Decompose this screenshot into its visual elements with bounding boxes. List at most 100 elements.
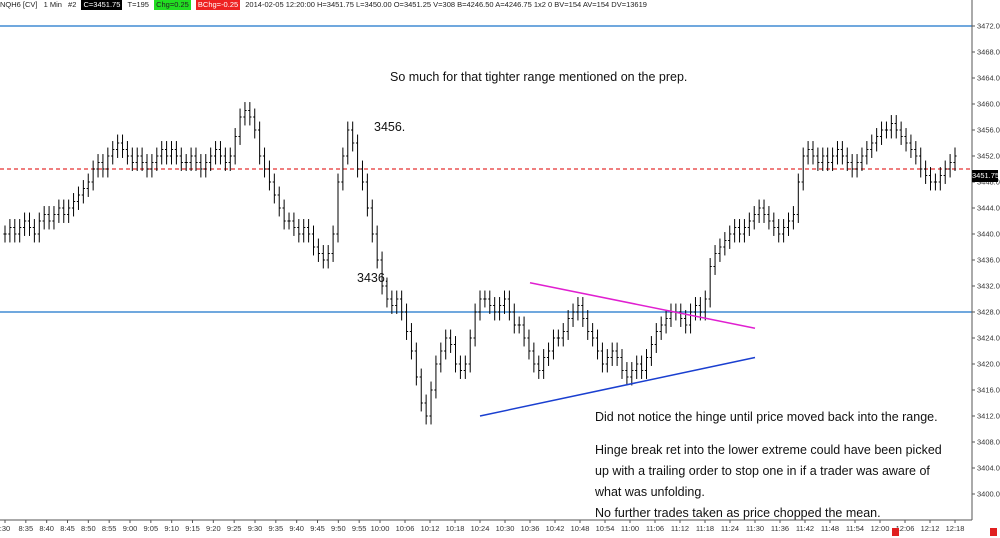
price-bar <box>581 297 585 327</box>
price-bar <box>360 160 365 191</box>
x-tick-label: 8:55 <box>102 524 117 533</box>
price-bar <box>561 323 565 347</box>
price-bar <box>522 316 526 347</box>
price-bar <box>326 245 330 269</box>
price-bar <box>723 232 727 256</box>
y-tick-label: 3416.00 <box>977 386 1000 395</box>
price-bar <box>331 225 335 262</box>
x-tick-label: 11:48 <box>821 524 839 533</box>
price-bar <box>67 199 71 223</box>
price-bar <box>458 355 463 379</box>
price-bar <box>160 141 164 165</box>
y-tick-label: 3428.00 <box>977 308 1000 317</box>
annotation-note-1: Did not notice the hinge until price mov… <box>595 410 938 424</box>
price-bar <box>91 160 95 191</box>
x-tick-label: 11:36 <box>771 524 789 533</box>
price-bar <box>57 199 61 223</box>
price-bar <box>297 219 301 243</box>
price-bar <box>199 154 203 178</box>
y-tick-label: 3400.00 <box>977 490 1000 499</box>
price-bar <box>914 141 918 165</box>
price-bars <box>3 102 957 425</box>
price-bar <box>184 154 188 171</box>
y-tick-label: 3468.00 <box>977 48 1000 57</box>
price-bar <box>120 134 125 158</box>
low-price-label: 3436. <box>357 271 389 285</box>
price-bar <box>546 342 551 366</box>
price-bar <box>449 329 453 353</box>
price-bar <box>816 147 820 171</box>
price-bar <box>502 290 507 314</box>
price-bar <box>365 173 369 217</box>
price-bar <box>840 141 844 165</box>
price-bar <box>928 167 933 191</box>
price-bar <box>311 225 316 256</box>
price-bar <box>47 206 51 230</box>
price-bar <box>630 362 634 386</box>
price-bar <box>262 147 267 178</box>
price-bar <box>919 147 923 178</box>
x-tick-label: 10:06 <box>396 524 415 533</box>
x-tick-label: 9:20 <box>206 524 221 533</box>
price-bar <box>899 121 903 145</box>
price-bar <box>277 186 281 217</box>
price-bar <box>806 141 810 165</box>
price-bar <box>718 238 722 262</box>
price-bar <box>801 147 805 191</box>
price-bar <box>355 134 360 178</box>
price-axis: 3400.00 3404.00 3408.00 3412.00 3416.00 3420.… <box>972 22 1000 499</box>
price-bar <box>52 206 56 230</box>
x-tick-label: 11:42 <box>796 524 814 533</box>
price-bar <box>713 245 717 275</box>
price-bar <box>752 206 756 230</box>
x-tick-label: 9:55 <box>352 524 367 533</box>
top-annotation: So much for that tighter range mentioned… <box>390 70 688 84</box>
price-bar <box>772 212 776 236</box>
price-bar <box>576 297 580 321</box>
price-bar <box>380 251 384 295</box>
price-bar <box>850 154 854 178</box>
y-tick-label: 3408.00 <box>977 438 1000 447</box>
price-bar <box>444 329 448 360</box>
x-tick-label: 10:18 <box>446 524 465 533</box>
price-bar <box>855 154 859 178</box>
y-tick-label: 3424.00 <box>977 334 1000 343</box>
x-tick-label: 12:06 <box>896 524 915 533</box>
price-bar <box>688 303 693 334</box>
price-bar <box>507 290 511 321</box>
x-tick-label: 11:06 <box>646 524 664 533</box>
annotation-note-2: Hinge break ret into the lower extreme c… <box>595 443 942 499</box>
price-bar <box>747 212 751 236</box>
x-tick-label: 10:00 <box>371 524 390 533</box>
price-bar <box>591 323 595 347</box>
price-bar <box>644 349 649 379</box>
price-bar <box>62 199 66 223</box>
annotation-note-3: No further trades taken as price chopped… <box>595 506 881 520</box>
price-bar <box>669 303 673 327</box>
price-bar <box>223 147 227 171</box>
price-bar <box>76 186 81 210</box>
x-tick-label: 9:30 <box>248 524 263 533</box>
price-bar <box>18 219 22 243</box>
x-tick-label: 9:10 <box>164 524 179 533</box>
x-tick-label: 10:36 <box>521 524 540 533</box>
x-tick-label: 9:25 <box>227 524 242 533</box>
price-bar <box>463 355 467 379</box>
price-bar <box>81 180 85 204</box>
price-bar <box>150 154 154 178</box>
y-tick-label: 3460.00 <box>977 100 1000 109</box>
price-bar <box>777 219 781 243</box>
price-bar <box>938 167 942 191</box>
price-bar <box>258 121 262 165</box>
price-bar <box>953 147 957 171</box>
price-bar <box>884 121 889 139</box>
corner-marker-right <box>990 528 997 536</box>
bar-change-badge: BChg=-0.25 <box>195 0 241 10</box>
price-bar <box>71 193 76 217</box>
y-tick-label: 3412.00 <box>977 412 1000 421</box>
price-bar <box>233 128 237 165</box>
price-bar <box>830 147 835 171</box>
price-bar <box>537 355 541 379</box>
price-bar <box>821 147 825 171</box>
